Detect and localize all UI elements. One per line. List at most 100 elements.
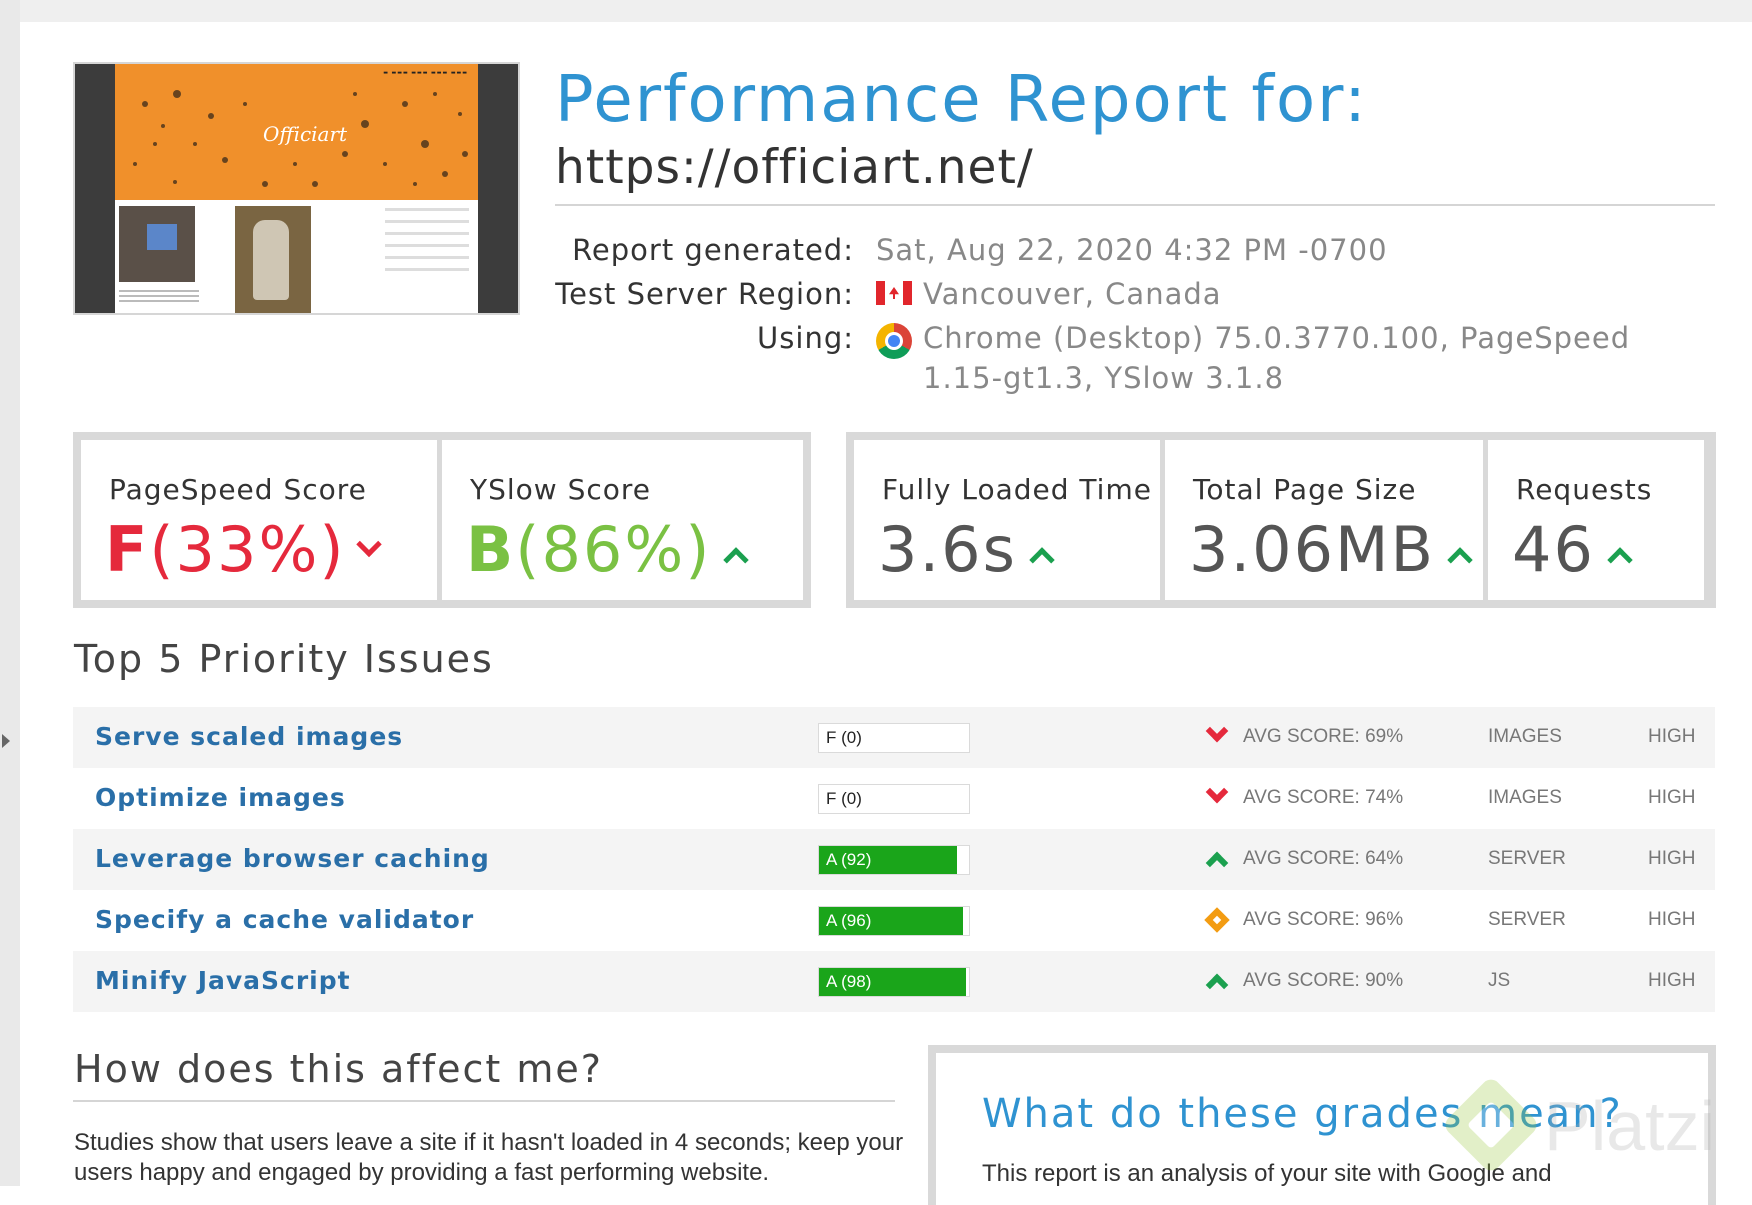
thumbnail-line (119, 300, 199, 302)
platzi-watermark: Platzi (1440, 1070, 1740, 1180)
issue-grade-bar: A (98) (818, 967, 970, 997)
trend-up-icon (723, 547, 750, 573)
issue-grade-fill (819, 968, 966, 996)
requests-label: Requests (1516, 473, 1653, 506)
pagespeed-percent: (33%) (149, 513, 346, 586)
top-strip (20, 0, 1752, 22)
left-gutter (0, 0, 20, 1186)
thumbnail-photo-computer (119, 206, 195, 282)
affect-title: How does this affect me? (74, 1047, 603, 1091)
trend-up-icon (1447, 547, 1473, 573)
site-screenshot-thumbnail[interactable]: ▬ ▬▬▬ ▬▬▬ ▬▬▬ ▬▬▬ Officiart (73, 62, 520, 315)
issue-priority: HIGH (1648, 787, 1696, 808)
pagespeed-grade: F (105, 513, 150, 586)
issue-grade-bar: F (0) (818, 723, 970, 753)
chrome-icon (876, 323, 912, 359)
fully-loaded-value-row: 3.6s (878, 512, 1055, 588)
pagespeed-score-label: PageSpeed Score (109, 473, 367, 506)
yslow-percent: (86%) (515, 513, 712, 586)
fully-loaded-card[interactable]: Fully Loaded Time 3.6s (854, 440, 1160, 600)
issue-grade-bar: A (92) (818, 845, 970, 875)
issue-name[interactable]: Optimize images (95, 783, 346, 812)
chevron-down-icon (1205, 719, 1229, 743)
issue-row[interactable]: Serve scaled images F (0) AVG SCORE: 69% IM… (73, 707, 1715, 768)
thumbnail-line (385, 256, 469, 259)
issue-type: SERVER (1488, 848, 1566, 869)
issue-grade-text: F (0) (826, 728, 862, 747)
issue-avg-score: AVG SCORE: 64% (1243, 848, 1404, 869)
issue-avg-score: AVG SCORE: 69% (1243, 726, 1404, 747)
report-url[interactable]: https://officiart.net/ (555, 140, 1034, 195)
chevron-down-icon (1205, 780, 1229, 804)
issue-type: IMAGES (1488, 787, 1562, 808)
using-value: Chrome (Desktop) 75.0.3770.100, PageSpee… (923, 321, 1631, 395)
issue-grade-text: F (0) (826, 789, 862, 808)
trend-up-icon (1029, 547, 1055, 573)
thumbnail-line (385, 220, 469, 223)
thumbnail-sidebar (385, 208, 469, 280)
fully-loaded-value: 3.6s (878, 513, 1017, 586)
thumbnail-photo-machine (235, 206, 311, 313)
page-size-value-row: 3.06MB (1189, 512, 1473, 588)
yslow-score-value: B(86%) (466, 512, 750, 588)
issue-row[interactable]: Specify a cache validator A (96) AVG SCORE… (73, 890, 1715, 951)
issue-type: SERVER (1488, 909, 1566, 930)
thumbnail-nav: ▬ ▬▬▬ ▬▬▬ ▬▬▬ ▬▬▬ (383, 70, 468, 76)
page-size-card[interactable]: Total Page Size 3.06MB (1165, 440, 1483, 600)
fully-loaded-label: Fully Loaded Time (882, 473, 1152, 506)
using-label: Using: (757, 321, 854, 355)
issue-priority: HIGH (1648, 726, 1696, 747)
region-label: Test Server Region: (555, 277, 854, 311)
issue-name[interactable]: Serve scaled images (95, 722, 404, 751)
issue-row[interactable]: Leverage browser caching A (92) AVG SCORE:… (73, 829, 1715, 890)
pagespeed-score-card[interactable]: PageSpeed Score F(33%) (81, 440, 437, 600)
thumbnail-hero: ▬ ▬▬▬ ▬▬▬ ▬▬▬ ▬▬▬ Officiart (115, 64, 478, 200)
issues-table: Serve scaled images F (0) AVG SCORE: 69% IM… (73, 707, 1715, 1012)
platzi-logo-icon (1441, 1075, 1541, 1175)
issue-row[interactable]: Optimize images F (0) AVG SCORE: 74% IMAGES… (73, 768, 1715, 829)
report-generated-label: Report generated: (572, 233, 854, 267)
issue-name[interactable]: Leverage browser caching (95, 844, 490, 873)
page-size-label: Total Page Size (1193, 473, 1417, 506)
issue-avg-score: AVG SCORE: 90% (1243, 970, 1404, 991)
issue-grade-bar: F (0) (818, 784, 970, 814)
issue-priority: HIGH (1648, 909, 1696, 930)
requests-card[interactable]: Requests 46 (1488, 440, 1704, 600)
pagespeed-score-value: F(33%) (105, 512, 382, 588)
yslow-score-card[interactable]: YSlow Score B(86%) (442, 440, 803, 600)
issue-type: JS (1488, 970, 1511, 991)
ink-splatter (133, 90, 468, 187)
chevron-up-icon (1205, 973, 1229, 997)
thumbnail-line (119, 290, 199, 292)
issue-avg-score: AVG SCORE: 96% (1243, 909, 1404, 930)
diamond-icon (1204, 907, 1230, 933)
thumbnail-monitor (147, 224, 177, 250)
issue-grade-text: A (92) (826, 850, 872, 869)
chevron-up-icon (1205, 851, 1229, 875)
thumbnail-line (385, 232, 469, 235)
requests-value: 46 (1512, 513, 1595, 586)
issue-priority: HIGH (1648, 970, 1696, 991)
thumbnail-line (385, 268, 469, 271)
grades-info-box: What do these grades mean? This report i… (928, 1045, 1716, 1205)
page-size-value: 3.06MB (1189, 513, 1436, 586)
issue-priority: HIGH (1648, 848, 1696, 869)
issue-name[interactable]: Minify JavaScript (95, 966, 351, 995)
expand-arrow-icon[interactable] (2, 734, 10, 748)
issue-name[interactable]: Specify a cache validator (95, 905, 475, 934)
thumbnail-line (385, 244, 469, 247)
trend-down-icon (355, 531, 382, 558)
issues-title: Top 5 Priority Issues (74, 637, 494, 681)
affect-text: Studies show that users leave a site if … (74, 1129, 904, 1186)
issue-grade-fill (819, 907, 963, 935)
watermark-text: Platzi (1544, 1087, 1716, 1165)
yslow-grade: B (466, 513, 516, 586)
issue-grade-bar: A (96) (818, 906, 970, 936)
issue-row[interactable]: Minify JavaScript A (98) AVG SCORE: 90% JS H… (73, 951, 1715, 1012)
grades-text: This report is an analysis of your site … (982, 1160, 1552, 1187)
grades-panel: PageSpeed Score F(33%) YSlow Score B(86%… (73, 432, 811, 608)
header-divider (555, 204, 1715, 206)
page-details-panel: Fully Loaded Time 3.6s Total Page Size 3… (846, 432, 1716, 608)
thumbnail-page: ▬ ▬▬▬ ▬▬▬ ▬▬▬ ▬▬▬ Officiart (115, 64, 478, 313)
trend-up-icon (1607, 547, 1633, 573)
